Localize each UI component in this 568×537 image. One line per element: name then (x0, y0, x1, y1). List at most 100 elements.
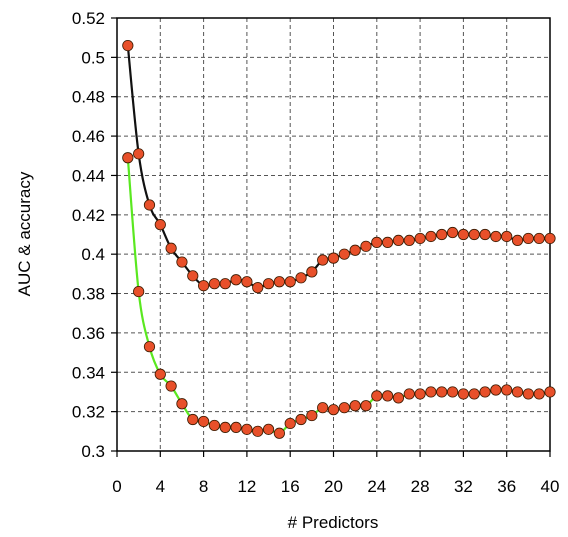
x-tick-label: 20 (324, 477, 343, 496)
series-1-point (533, 232, 545, 245)
series-1-point (284, 276, 296, 288)
series-2-point (262, 423, 275, 435)
series-2-point (252, 425, 264, 437)
x-axis-title: # Predictors (288, 513, 379, 532)
series-1-point (230, 274, 242, 286)
series-1-point (501, 230, 513, 243)
series-2-point (306, 409, 318, 422)
series-1-point (468, 228, 480, 241)
series-2-point (522, 388, 534, 400)
series-2-point (122, 152, 134, 164)
x-tick-label: 8 (199, 477, 208, 496)
x-tick-label: 4 (156, 477, 165, 496)
y-tick-label: 0.5 (81, 48, 105, 67)
series-1-point (490, 230, 502, 243)
series-2-point (230, 421, 242, 433)
y-tick-label: 0.52 (72, 9, 105, 28)
series-2-point (154, 368, 166, 380)
series-2-point (295, 413, 307, 426)
series-1-point (327, 252, 340, 264)
y-tick-label: 0.38 (72, 285, 105, 304)
series-1-point (479, 228, 491, 241)
series-2-point (176, 398, 188, 410)
series-1-point (371, 236, 383, 248)
series-2-point (241, 423, 253, 435)
series-2-point (208, 419, 221, 432)
series-2-point (360, 400, 372, 412)
series-2-point (187, 413, 199, 426)
y-tick-label: 0.32 (72, 403, 105, 422)
y-tick-label: 0.3 (81, 442, 105, 461)
series-1-point (425, 230, 437, 243)
series-1-point (522, 232, 534, 245)
series-2-point (133, 285, 145, 298)
series-1-point (436, 228, 448, 241)
series-2-point (143, 341, 156, 353)
y-tick-label: 0.34 (72, 363, 105, 382)
series-1-point (122, 39, 134, 52)
y-tick-label: 0.48 (72, 88, 105, 107)
series-2-point (273, 427, 285, 439)
series-1-point (349, 244, 361, 256)
series-1-point (338, 248, 350, 260)
series-2-point (511, 386, 524, 398)
series-2-point (219, 421, 231, 433)
series-2-point (284, 417, 296, 430)
series-1-point (306, 266, 318, 278)
series-1-point (382, 236, 394, 248)
series-2-point (198, 415, 210, 428)
gridlines (117, 18, 550, 451)
series-1-point (241, 276, 253, 288)
series-2-point (479, 386, 491, 398)
series-1-point (165, 242, 177, 254)
series-1-point (414, 232, 426, 245)
x-tick-label: 0 (112, 477, 121, 496)
tick-labels: 0 4 8 12 16 20 24 28 32 36 40 0.3 0.32 0.34 0.36 0.38 0.… (72, 9, 560, 496)
series-2-point (490, 384, 502, 396)
series-1-point (262, 278, 275, 290)
series-2-point (392, 392, 405, 404)
series-1-point (295, 272, 307, 284)
series-1-point (252, 282, 264, 294)
series-2-point (436, 386, 448, 398)
series-1-point (360, 240, 372, 252)
series-1-point (187, 270, 199, 282)
series-2-point (403, 388, 415, 400)
series-2-point (165, 380, 177, 392)
series-2-point (338, 402, 350, 414)
series-2-point (533, 388, 545, 400)
series-1-point (511, 234, 524, 247)
series-1-line (126, 45, 550, 289)
y-tick-label: 0.36 (72, 324, 105, 343)
series-2-point (457, 388, 469, 400)
x-tick-label: 24 (367, 477, 386, 496)
series-1-point (457, 228, 469, 241)
series-1-point (143, 199, 156, 211)
x-tick-label: 28 (411, 477, 430, 496)
series-1-point (219, 278, 231, 290)
series-2-point (414, 388, 426, 400)
series-1-point (176, 256, 188, 268)
x-tick-label: 16 (281, 477, 300, 496)
series-2-point (327, 404, 340, 416)
series-2-point (425, 386, 437, 398)
x-tick-label: 36 (497, 477, 516, 496)
series-2-point (349, 400, 361, 412)
x-tick-label: 32 (454, 477, 473, 496)
series-2-point (371, 390, 383, 402)
series-2-point (446, 386, 459, 398)
axis-ticks (111, 17, 551, 457)
series-1-point (273, 276, 285, 288)
series-1-point (392, 234, 405, 247)
series-1-point (198, 280, 210, 292)
y-tick-label: 0.4 (81, 245, 105, 264)
series-group (122, 39, 556, 439)
series-2-point (501, 384, 513, 396)
series-2-point (382, 390, 394, 402)
y-tick-label: 0.46 (72, 127, 105, 146)
series-1-point (208, 278, 221, 290)
y-tick-label: 0.44 (72, 166, 105, 185)
series-1-point (446, 226, 459, 239)
y-tick-label: 0.42 (72, 206, 105, 225)
